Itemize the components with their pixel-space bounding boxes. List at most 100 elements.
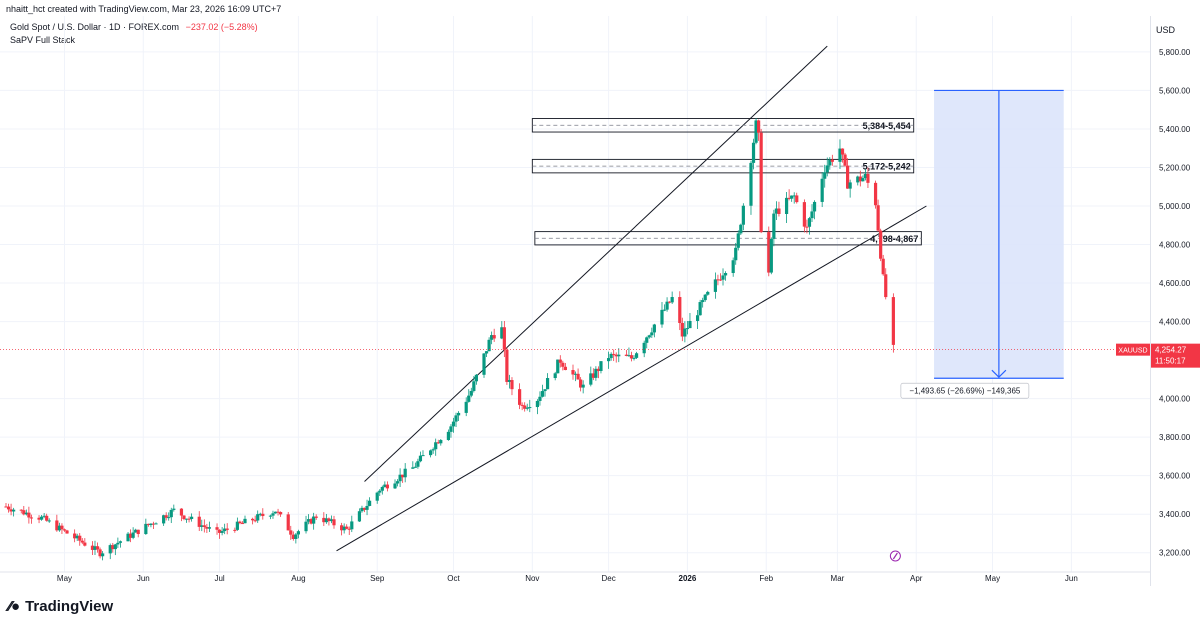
candle-body	[395, 481, 400, 484]
candle-body	[490, 335, 494, 340]
candle-body	[810, 211, 814, 219]
trendline-upper	[364, 45, 828, 482]
candle-body	[807, 218, 812, 227]
candle-body	[360, 507, 364, 512]
x-tick-label: Dec	[601, 574, 615, 583]
candle-body	[846, 165, 850, 189]
candle-body	[362, 507, 367, 510]
x-tick-label: May	[57, 574, 72, 583]
candle-body	[261, 513, 265, 517]
candle-body	[451, 421, 456, 427]
candle-body	[523, 405, 527, 409]
candle-body	[289, 530, 293, 535]
candle-body	[543, 389, 547, 392]
y-tick-label: 4,800.00	[1159, 241, 1191, 250]
candle-body	[769, 238, 773, 273]
candle-body	[825, 165, 829, 173]
candle-body	[167, 517, 171, 519]
candle-body	[884, 274, 888, 298]
candle-body	[624, 354, 628, 356]
candle-body	[734, 247, 738, 261]
candle-body	[134, 529, 138, 533]
candle-body	[632, 357, 636, 359]
marker-stroke	[892, 552, 898, 560]
price-axis[interactable]: 5,800.00 5,600.00 5,400.00 5,200.00 5,000.00…	[1150, 16, 1200, 586]
candle-body	[879, 230, 883, 259]
candle-body	[164, 515, 168, 518]
candle-body	[538, 396, 542, 401]
y-tick-label: 5,200.00	[1159, 163, 1191, 172]
candle-body	[881, 258, 885, 275]
candle-body	[24, 512, 28, 515]
candle-body	[606, 358, 611, 362]
candle-body	[182, 515, 186, 520]
price-chart[interactable]: May Jun Jul Aug Sep Oct Nov Dec 2026 Feb Mar Apr May…	[0, 16, 1150, 586]
candle-body	[891, 297, 895, 345]
candle-body	[472, 381, 476, 391]
candle-body	[421, 455, 425, 457]
candle-body	[60, 525, 64, 530]
candle-body	[113, 544, 117, 550]
x-tick-label: Apr	[910, 574, 923, 583]
candle-body	[9, 509, 13, 512]
candle-body	[741, 205, 745, 225]
candle-body	[111, 545, 115, 550]
candle-body	[787, 197, 791, 199]
candle-body	[838, 148, 842, 162]
candle-body	[62, 529, 67, 531]
candle-body	[312, 516, 316, 524]
candle-body	[876, 205, 880, 231]
candle-body	[57, 525, 61, 531]
symbol-tag-box	[1116, 343, 1150, 356]
candle-body	[596, 368, 601, 371]
candle-body	[617, 354, 621, 357]
brand-name: TradingView	[25, 598, 114, 615]
candle-body	[108, 545, 112, 554]
candle-body	[563, 366, 567, 371]
candle-body	[647, 335, 651, 338]
candle-body	[820, 178, 824, 202]
candle-body	[190, 516, 194, 519]
candle-body	[80, 540, 84, 543]
candle-body	[751, 142, 756, 163]
candle-body	[589, 373, 593, 385]
candle-body	[207, 527, 212, 529]
candle-body	[393, 483, 397, 489]
candle-body	[154, 523, 158, 525]
candle-body	[146, 523, 150, 526]
candle-body	[78, 535, 82, 541]
indicator-label[interactable]: SaPV Full Stack	[10, 35, 76, 45]
candle-body	[365, 505, 369, 510]
candle-body	[403, 468, 407, 478]
candle-body	[510, 380, 514, 390]
candle-body	[258, 513, 262, 515]
zone-label: 5,384-5,454	[863, 121, 911, 131]
candle-body	[151, 523, 156, 525]
candle-body	[42, 515, 46, 517]
x-tick-label: Mar	[831, 574, 845, 583]
candle-body	[202, 525, 206, 527]
candle-body	[220, 531, 224, 533]
candle-body	[581, 384, 585, 388]
candle-body	[665, 301, 669, 310]
candle-body	[790, 195, 794, 199]
candle-body	[642, 342, 646, 354]
candle-body	[309, 519, 313, 524]
symbol-tag-label: XAUUSD	[1118, 348, 1147, 355]
candle-body	[614, 354, 618, 357]
candle-body	[492, 335, 496, 339]
measure-label: −1,493.65 (−26.69%) −149,365	[909, 387, 1021, 396]
candle-body	[757, 120, 761, 133]
candle-body	[629, 355, 634, 359]
candle-body	[55, 520, 59, 531]
candle-body	[73, 533, 77, 539]
candle-body	[698, 302, 702, 316]
candle-body	[858, 176, 862, 182]
candle-body	[718, 279, 723, 281]
symbol-title[interactable]: Gold Spot / U.S. Dollar · 1D · FOREX.com	[10, 22, 180, 32]
candle-body	[670, 297, 674, 303]
candle-body	[378, 490, 382, 493]
measure-label-box	[900, 382, 1030, 399]
candle-body	[482, 353, 486, 375]
candle-body	[268, 515, 273, 517]
